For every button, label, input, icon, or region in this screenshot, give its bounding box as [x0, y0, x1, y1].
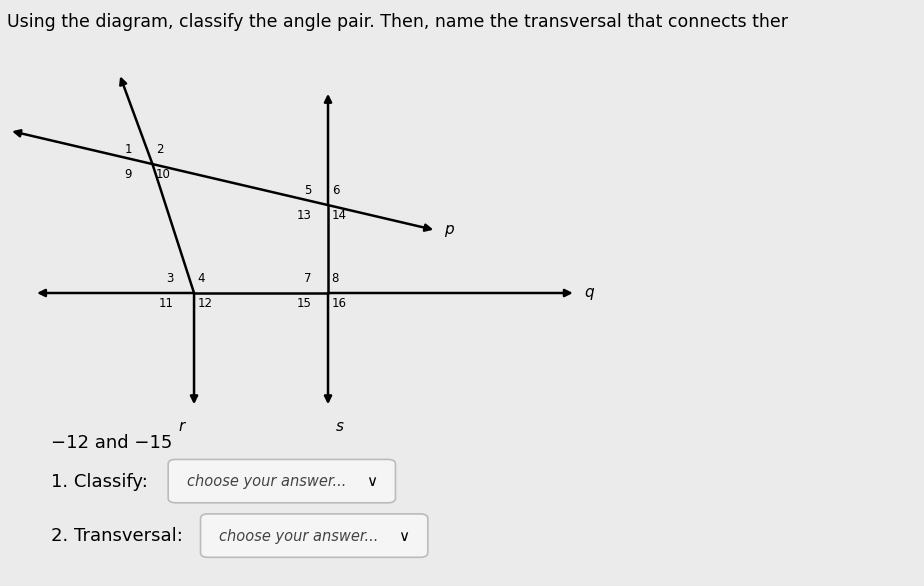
Text: Using the diagram, classify the angle pair. Then, name the transversal that conn: Using the diagram, classify the angle pa…: [7, 13, 788, 31]
Text: 2: 2: [156, 143, 164, 156]
Text: 12: 12: [198, 297, 213, 309]
Text: 16: 16: [332, 297, 346, 309]
Text: s: s: [336, 419, 344, 434]
FancyBboxPatch shape: [201, 514, 428, 557]
Text: 1. Classify:: 1. Classify:: [51, 473, 148, 490]
Text: p: p: [444, 222, 454, 237]
Text: 3: 3: [166, 272, 174, 285]
FancyBboxPatch shape: [168, 459, 395, 503]
Text: 9: 9: [125, 168, 132, 180]
Text: choose your answer...: choose your answer...: [219, 529, 378, 544]
Text: 2. Transversal:: 2. Transversal:: [51, 527, 183, 545]
Text: r: r: [179, 419, 185, 434]
Text: 13: 13: [297, 209, 311, 222]
Text: 4: 4: [198, 272, 205, 285]
Text: q: q: [584, 285, 593, 301]
Text: −12 and −15: −12 and −15: [51, 434, 172, 452]
Text: 11: 11: [159, 297, 174, 309]
Text: ∨: ∨: [398, 529, 409, 544]
Text: 15: 15: [297, 297, 311, 309]
Text: choose your answer...: choose your answer...: [187, 474, 346, 489]
Text: 6: 6: [332, 184, 339, 197]
Text: 5: 5: [304, 184, 311, 197]
Text: 14: 14: [332, 209, 346, 222]
Text: 1: 1: [125, 143, 132, 156]
Text: 7: 7: [304, 272, 311, 285]
Text: 8: 8: [332, 272, 339, 285]
Text: ∨: ∨: [366, 474, 377, 489]
Text: 10: 10: [156, 168, 171, 180]
